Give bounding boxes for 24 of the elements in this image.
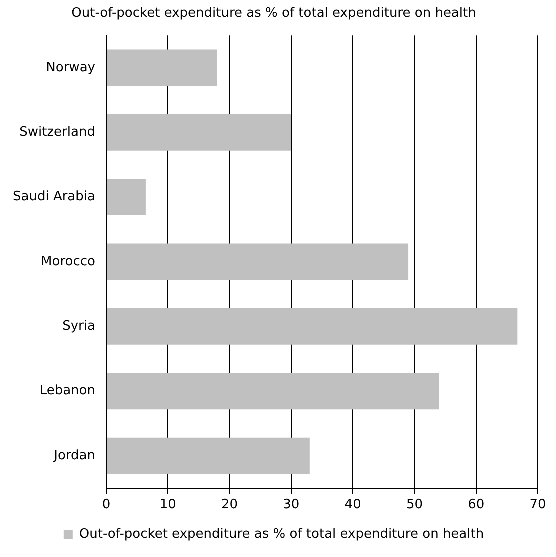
x-tick-label: 40: [344, 498, 362, 513]
x-tick-label: 20: [222, 498, 238, 513]
legend-label: Out-of-pocket expenditure as % of total expenditure on health: [79, 526, 484, 542]
bar: [106, 244, 409, 280]
x-tick-label: 70: [530, 498, 546, 513]
x-tick-label: 60: [468, 498, 485, 513]
y-tick-label: Saudi Arabia: [12, 190, 96, 205]
bar: [106, 438, 310, 474]
y-tick-label: Norway: [46, 60, 96, 76]
y-tick-label: Jordan: [53, 448, 96, 464]
y-tick-label: Syria: [62, 319, 96, 334]
x-tick-label: 0: [102, 498, 111, 513]
bar: [106, 114, 292, 151]
y-tick-label: Lebanon: [40, 384, 96, 399]
chart-title: Out-of-pocket expenditure as % of total expenditure on health: [72, 6, 476, 22]
x-tick-label: 10: [160, 498, 176, 513]
bar: [106, 50, 218, 86]
y-tick-label: Switzerland: [20, 125, 96, 140]
bar: [106, 308, 518, 345]
bar: [106, 373, 440, 410]
x-tick-label: 30: [283, 498, 300, 513]
x-tick-label: 50: [406, 498, 423, 513]
bar: [106, 179, 146, 216]
y-tick-label: Morocco: [41, 254, 96, 270]
